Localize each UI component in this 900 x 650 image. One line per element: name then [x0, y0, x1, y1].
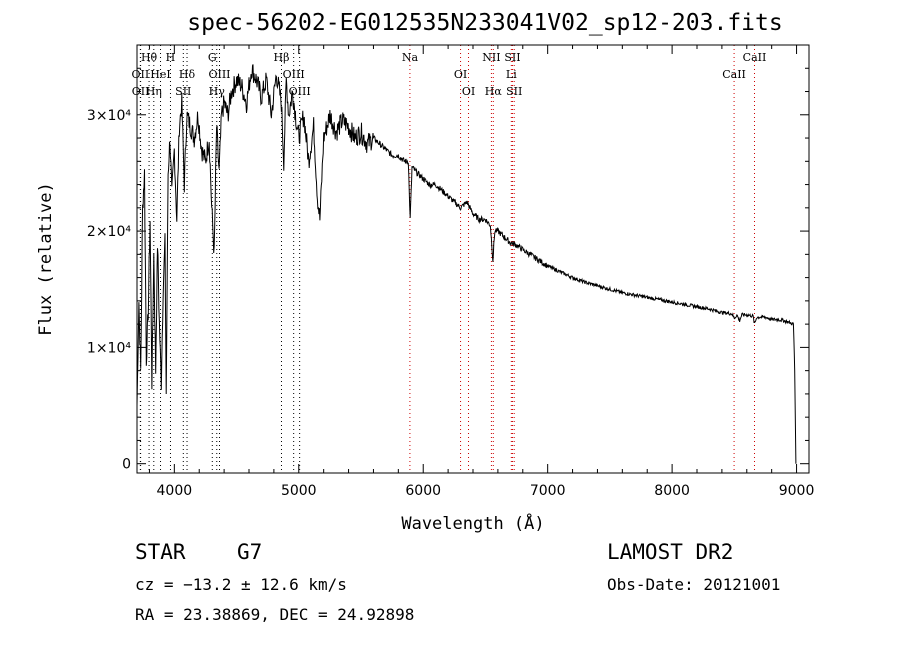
x-axis-label: Wavelength (Å)	[401, 512, 544, 534]
line-label: Na	[402, 51, 419, 64]
axis-ticks: 4000 5000 6000 7000 8000 9000 0 1×10⁴ 2×10⁴ 3×10⁴	[87, 45, 814, 499]
x-tick-label: 4000	[157, 483, 193, 499]
y-tick-label: 0	[122, 457, 131, 473]
line-label: OIII	[283, 68, 305, 81]
line-label: Li	[506, 68, 517, 81]
ra-dec-coordinates: RA = 23.38869, DEC = 24.92898	[135, 605, 415, 624]
x-tick-label: 6000	[405, 483, 441, 499]
line-label: Hη	[146, 85, 162, 98]
line-label: OI	[462, 85, 475, 98]
line-label: OIII	[208, 68, 230, 81]
y-axis-label: Flux (relative)	[36, 182, 56, 336]
line-label: OI	[454, 68, 467, 81]
spectrum-series	[136, 64, 797, 464]
line-label: CaII	[743, 51, 767, 64]
object-subclass: G7	[237, 540, 263, 564]
plot-frame	[136, 44, 810, 474]
spectral-line-markers	[139, 45, 755, 473]
spectrum-line	[136, 64, 797, 464]
x-tick-label: 5000	[281, 483, 317, 499]
observation-date: Obs-Date: 20121001	[607, 575, 781, 594]
object-class: STAR	[135, 540, 186, 564]
redshift-cz: cz = −13.2 ± 12.6 km/s	[135, 575, 347, 594]
line-label: SII	[504, 51, 520, 64]
line-label: HeI	[150, 68, 170, 81]
line-label: OIII	[289, 85, 311, 98]
x-tick-label: 9000	[779, 483, 815, 499]
x-tick-label: 8000	[654, 483, 690, 499]
x-tick-label: 7000	[530, 483, 566, 499]
line-label: CaII	[722, 68, 746, 81]
line-label: Hγ	[209, 85, 226, 98]
line-label: OII	[132, 85, 150, 98]
line-label: OII	[132, 68, 150, 81]
y-tick-label: 2×10⁴	[87, 224, 131, 240]
survey-name: LAMOST DR2	[607, 540, 734, 564]
line-label: Hβ	[274, 51, 290, 64]
y-tick-label: 1×10⁴	[87, 340, 131, 356]
line-label: G	[208, 51, 217, 64]
line-label: H	[166, 51, 176, 64]
line-label: NII	[482, 51, 500, 64]
line-label: Hα	[485, 85, 503, 98]
chart-title: spec-56202-EG012535N233041V02_sp12-203.f…	[187, 10, 783, 36]
line-label: Hδ	[179, 68, 196, 81]
y-tick-label: 3×10⁴	[87, 108, 131, 124]
line-label: SII	[175, 85, 191, 98]
line-label: SII	[506, 85, 522, 98]
line-label: Hθ	[141, 51, 158, 64]
